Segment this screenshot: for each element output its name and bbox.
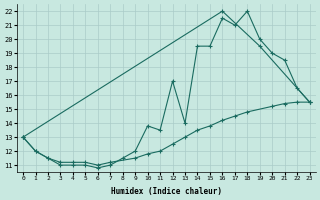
- X-axis label: Humidex (Indice chaleur): Humidex (Indice chaleur): [111, 187, 222, 196]
